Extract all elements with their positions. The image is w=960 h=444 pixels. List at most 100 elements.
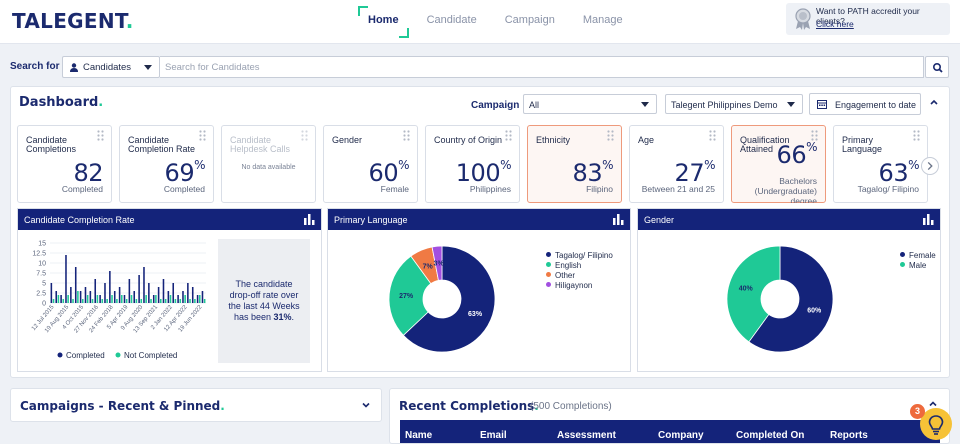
path-accredit-text: Want to PATH accredit your clients?	[816, 6, 920, 26]
donut-slice[interactable]	[748, 245, 834, 353]
column-company[interactable]: Company	[658, 430, 704, 441]
kpi-ethnicity[interactable]: Ethnicity 83% Filipino	[527, 125, 622, 203]
legend-item[interactable]: Male	[900, 261, 926, 270]
legend-item[interactable]: English	[546, 261, 581, 270]
campaign-filter-label: Campaign	[471, 100, 520, 111]
kpi-country-of-origin[interactable]: Country of Origin 100% Philippines	[425, 125, 520, 203]
bar-chart-icon[interactable]	[304, 214, 315, 225]
bar-not-completed	[81, 299, 84, 303]
bar-completed	[152, 295, 155, 303]
kpi-age[interactable]: Age 27% Between 21 and 25	[629, 125, 724, 203]
y-tick-label: 0	[42, 301, 46, 308]
column-assessment[interactable]: Assessment	[557, 430, 616, 441]
chevron-up-icon[interactable]	[929, 97, 939, 107]
legend-item[interactable]: Tagalog/ Filipino	[546, 251, 613, 260]
dashboard-title: Dashboard.	[19, 95, 104, 110]
kpi-primary-language[interactable]: Primary Language 63% Tagalog/ Filipino	[833, 125, 928, 203]
client-select[interactable]: Talegent Philippines Demo	[665, 94, 803, 114]
legend-swatch	[546, 262, 551, 267]
nav-candidate[interactable]: Candidate	[426, 14, 477, 26]
kpi-title: Qualification Attained	[740, 135, 790, 154]
drag-handle-icon[interactable]	[709, 130, 716, 141]
dropoff-summary: The candidate drop-off rate over the las…	[218, 239, 310, 363]
bar-not-completed	[125, 299, 128, 303]
kpi-strip: Candidate Completions 82 Completed Candi…	[17, 125, 941, 203]
kpi-value: 69%	[164, 158, 206, 187]
y-tick-label: 7.5	[36, 271, 46, 278]
bar-not-completed	[96, 295, 99, 303]
kpi-candidate-helpdesk-calls[interactable]: Candidate Helpdesk Calls No data availab…	[221, 125, 316, 203]
drag-handle-icon[interactable]	[301, 130, 308, 141]
panel-title: Candidate Completion Rate	[24, 215, 135, 225]
bar-chart-icon[interactable]	[923, 214, 934, 225]
kpi-no-data: No data available	[241, 164, 296, 171]
campaigns-panel-title: Campaigns - Recent & Pinned.	[20, 399, 225, 413]
column-reports[interactable]: Reports	[830, 430, 868, 441]
kpi-qualification-attained[interactable]: Qualification Attained 66% Bachelors (Un…	[731, 125, 826, 203]
nav-home[interactable]: Home	[358, 6, 409, 38]
help-assistant-button[interactable]	[920, 408, 952, 440]
drag-handle-icon[interactable]	[913, 130, 920, 141]
user-icon	[70, 63, 78, 72]
search-button[interactable]	[925, 56, 949, 78]
legend-item[interactable]: Female	[900, 251, 936, 260]
search-input[interactable]	[160, 56, 924, 78]
nav-campaign[interactable]: Campaign	[504, 14, 555, 26]
kpi-candidate-completion-rate[interactable]: Candidate Completion Rate 69% Completed	[119, 125, 214, 203]
drag-handle-icon[interactable]	[505, 130, 512, 141]
bar-not-completed	[62, 299, 65, 303]
primary-language-panel: Primary Language 63% 27% 7% 3% Tagalog/ Fil…	[327, 208, 631, 372]
path-accredit-link[interactable]: Click here	[816, 19, 854, 29]
bar-chart-icon[interactable]	[613, 214, 624, 225]
dashboard-panel: Dashboard. Campaign All Talegent Philipp…	[10, 86, 950, 378]
talegent-logo[interactable]: TALEGENT.	[12, 9, 134, 33]
bar-completed	[60, 295, 62, 303]
donut-slice[interactable]	[388, 255, 432, 336]
bar-not-completed	[194, 299, 196, 303]
donut-slice[interactable]	[431, 245, 443, 281]
kpi-candidate-completions[interactable]: Candidate Completions 82 Completed	[17, 125, 112, 203]
caret-down-icon	[144, 65, 152, 70]
bar-not-completed	[140, 299, 143, 303]
drag-handle-icon[interactable]	[403, 130, 410, 141]
chevron-down-icon[interactable]	[361, 400, 371, 410]
kpi-title: Ethnicity	[536, 135, 571, 145]
nav-manage[interactable]: Manage	[582, 14, 623, 26]
bar-completed	[99, 295, 101, 303]
bar-completed	[172, 283, 175, 303]
slice-label: 40%	[739, 285, 754, 292]
bar-completed	[109, 271, 111, 303]
drag-handle-icon[interactable]	[607, 130, 614, 141]
legend-item[interactable]: Hiligaynon	[546, 281, 592, 290]
column-email[interactable]: Email	[480, 430, 507, 441]
legend-swatch	[900, 252, 905, 257]
legend-swatch	[115, 352, 121, 358]
y-tick-label: 5	[42, 281, 46, 288]
campaign-select[interactable]: All	[523, 94, 657, 114]
client-select-value: Talegent Philippines Demo	[671, 100, 778, 110]
legend-item[interactable]: Other	[546, 271, 575, 280]
kpi-next-button[interactable]	[921, 157, 939, 175]
bar-completed	[162, 279, 165, 303]
drag-handle-icon[interactable]	[97, 130, 104, 141]
kpi-gender[interactable]: Gender 60% Female	[323, 125, 418, 203]
column-completed-on[interactable]: Completed On	[736, 430, 805, 441]
bar-not-completed	[116, 299, 118, 303]
drag-handle-icon[interactable]	[811, 130, 818, 141]
bar-not-completed	[120, 295, 123, 303]
chevron-up-icon[interactable]	[928, 399, 938, 409]
bar-not-completed	[203, 299, 206, 303]
search-type-select[interactable]: Candidates	[62, 56, 160, 78]
slice-label: 63%	[468, 311, 483, 318]
donut-slice[interactable]	[402, 245, 496, 353]
slice-label: 3%	[434, 261, 445, 268]
search-icon	[933, 63, 943, 73]
drag-handle-icon[interactable]	[199, 130, 206, 141]
column-name[interactable]: Name	[405, 430, 433, 441]
kpi-title: Age	[638, 135, 655, 145]
donut-slice[interactable]	[726, 245, 781, 343]
engagement-date-button[interactable]: Engagement to date	[809, 93, 921, 115]
calendar-icon	[817, 100, 827, 109]
bar-not-completed	[106, 299, 108, 303]
